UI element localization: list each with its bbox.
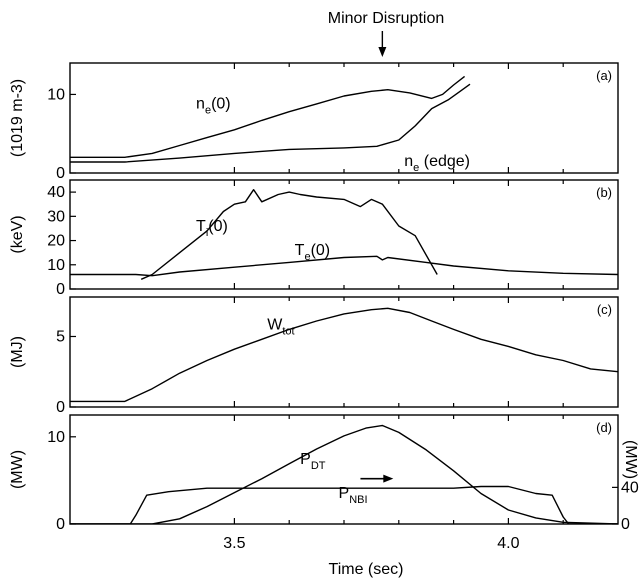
y-tick-label: 20 (47, 233, 65, 250)
x-tick-label: 4.0 (497, 535, 519, 552)
panel-b: 0 10 20 30 40 (keV) (b) Ti(0) Te(0) (9, 179, 619, 298)
x-axis-label: Time (sec) (329, 561, 404, 578)
y-tick-label: 10 (47, 86, 65, 103)
right-y-tick-label: 0 (621, 516, 630, 533)
y-axis-label: (keV) (9, 215, 26, 253)
y-axis-label: (MW) (9, 450, 26, 489)
series-label: ne(0) (196, 96, 231, 117)
series-label: PDT (300, 451, 326, 472)
series-line-te-0- (70, 255, 618, 277)
series-line-ti-0- (140, 189, 438, 280)
series-label: Wtot (267, 316, 294, 337)
panel-tag: (a) (596, 68, 612, 83)
y-axis-label: (1019 m-3) (9, 79, 26, 157)
pnbi-arrow-head (383, 474, 394, 483)
series-label: ne (edge) (404, 153, 470, 174)
series-line-ne-0- (70, 75, 466, 158)
y-tick-label: 5 (56, 328, 65, 345)
y-tick-label: 30 (47, 208, 65, 225)
panel-frame (69, 414, 619, 525)
panel-c: 0 5 (MJ) (c) Wtot (9, 296, 619, 416)
y-tick-label: 10 (47, 257, 65, 274)
series-label: Ti(0) (196, 218, 228, 239)
y-axis-label: (MJ) (9, 336, 26, 368)
x-axis: 3.5 4.0 (223, 535, 519, 552)
series-line-ne-edge- (70, 83, 471, 163)
right-y-axis-label: (MW) (622, 440, 639, 479)
panel-frame (69, 62, 619, 174)
right-y-tick-label: 40 (621, 479, 639, 496)
y-tick-label: 0 (56, 165, 65, 182)
panel-tag: (c) (597, 302, 612, 317)
series-line-pdt (70, 424, 618, 524)
panel-tag: (b) (596, 185, 612, 200)
series-line-pnbi (70, 485, 618, 524)
y-tick-label: 0 (56, 281, 65, 298)
series-label: Te(0) (295, 242, 330, 263)
y-tick-label: 10 (47, 429, 65, 446)
series-line-wtot (70, 307, 618, 403)
x-tick-label: 3.5 (223, 535, 245, 552)
panel-a: 0 10 (1019 m-3) (a) ne(0) ne (edge) (9, 62, 619, 182)
panels: 010(1019 m-3)(a)ne(0)ne (edge)010203040(… (9, 62, 639, 533)
y-tick-label: 0 (56, 399, 65, 416)
panel-tag: (d) (596, 420, 612, 435)
minor-disruption-label: Minor Disruption (328, 10, 444, 27)
y-tick-label: 40 (47, 184, 65, 201)
y-tick-label: 0 (56, 516, 65, 533)
minor-disruption-arrow (378, 31, 387, 57)
series-label: PNBI (339, 485, 368, 506)
